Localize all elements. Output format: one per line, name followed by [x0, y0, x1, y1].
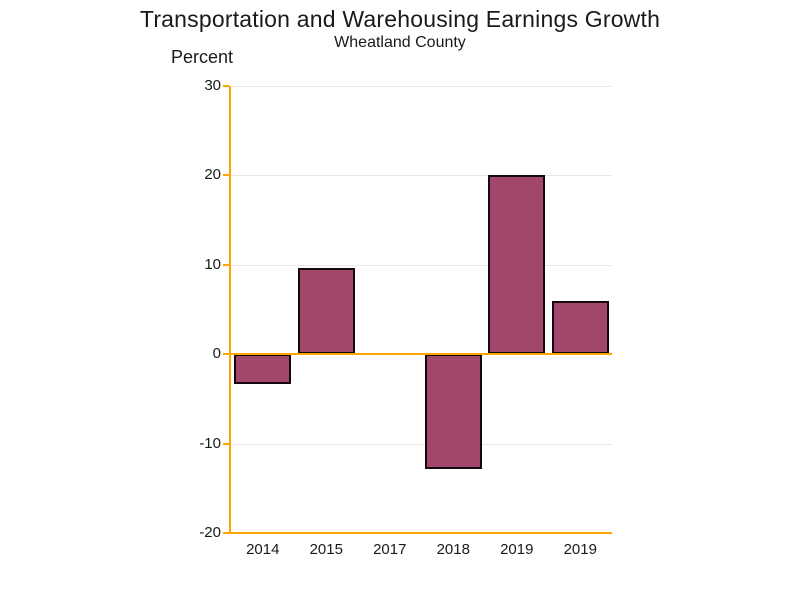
gridline — [231, 175, 612, 177]
gridline — [231, 264, 612, 266]
bar-2014-0 — [234, 354, 292, 384]
y-tick-label: 20 — [204, 166, 221, 184]
bar-2015-1 — [297, 268, 355, 355]
x-tick-label: 2014 — [246, 541, 280, 558]
y-tick-label: -10 — [199, 434, 221, 452]
x-tick-label: 2018 — [436, 541, 470, 558]
x-tick-label: 2017 — [373, 541, 407, 558]
gridline — [231, 86, 612, 87]
y-tick-label: 10 — [204, 255, 221, 273]
x-tick-label: 2015 — [309, 541, 343, 558]
y-tick — [223, 532, 229, 534]
plot-area: 30 20 10 0 -10 -20 2014 2015 2017 2018 2019 2019 — [199, 77, 612, 558]
bar-2018-3 — [424, 354, 482, 469]
y-tick — [223, 353, 229, 356]
bar-2019-4 — [488, 175, 546, 355]
y-tick — [223, 174, 229, 177]
gridline — [231, 443, 612, 445]
chart-title: Transportation and Warehousing Earnings … — [139, 6, 661, 32]
x-axis-line — [229, 532, 612, 534]
x-tick-label: 2019 — [500, 541, 534, 558]
y-tick — [223, 442, 229, 445]
y-axis-line — [229, 86, 231, 533]
y-axis-label: Percent — [171, 47, 234, 67]
y-tick-label: -20 — [199, 524, 221, 541]
y-tick-label: 0 — [212, 345, 221, 363]
y-tick — [223, 263, 229, 266]
y-tick-label: 30 — [204, 77, 221, 94]
bar-2019-5 — [551, 300, 609, 355]
zero-line — [231, 353, 612, 356]
y-tick — [223, 85, 229, 87]
chart-subtitle: Wheatland County — [334, 34, 466, 51]
x-tick-label: 2019 — [563, 541, 597, 558]
